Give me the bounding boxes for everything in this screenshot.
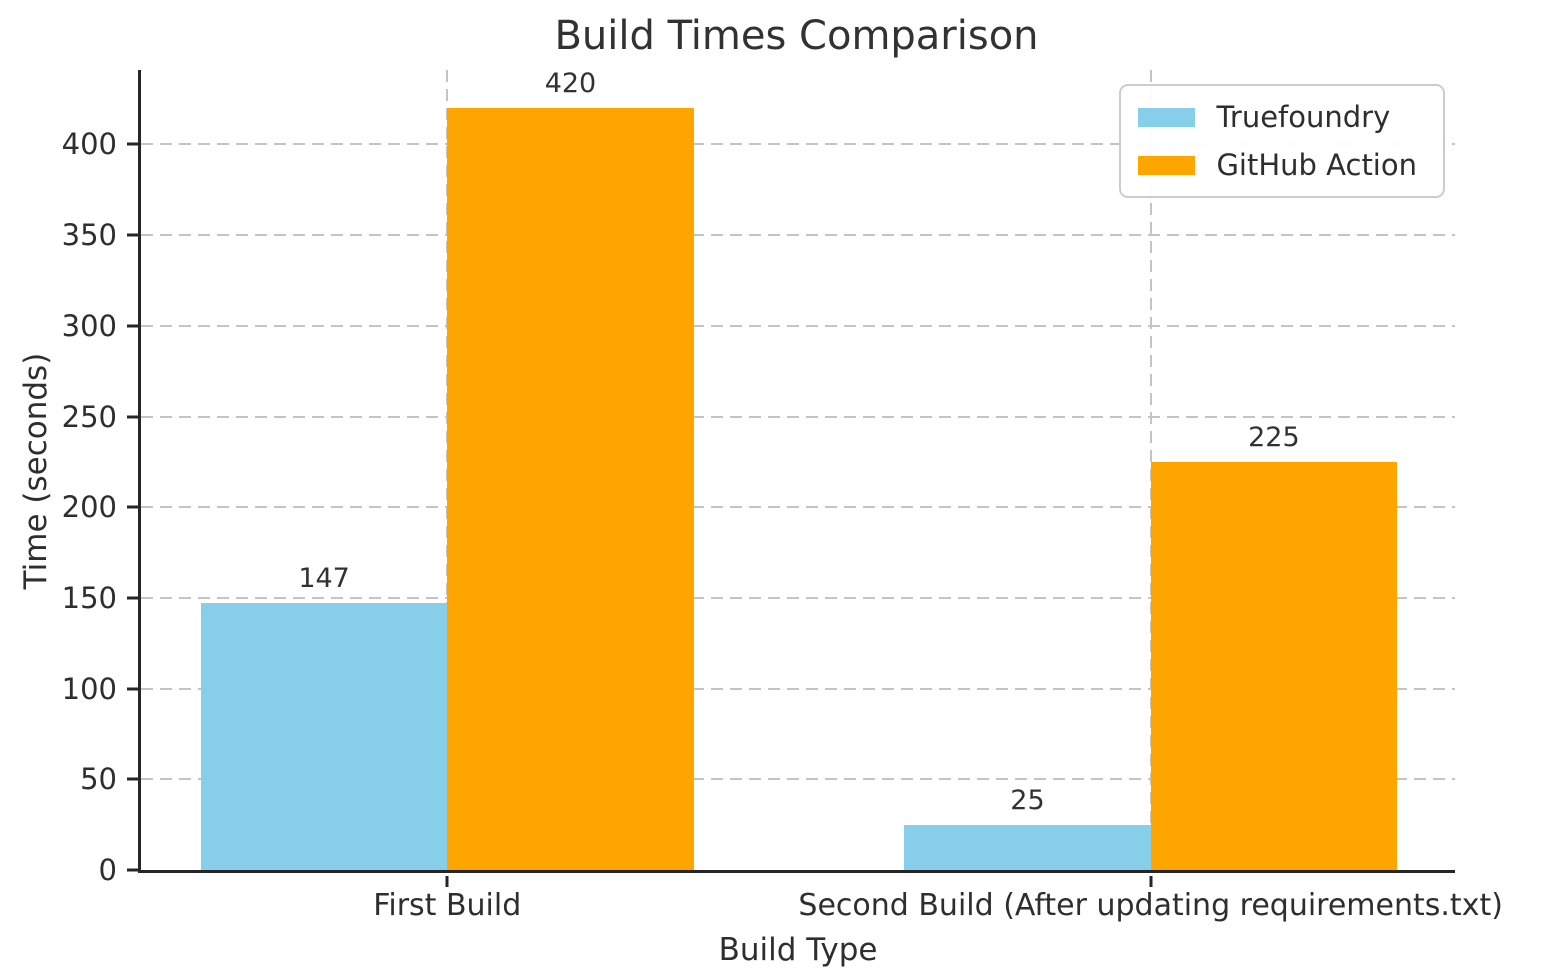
plot-area: 147 25 420 225 0 50 100 150 200 250 300 350 400 Fir…	[61, 68, 1503, 968]
bar-value-label-truefoundry-second-build-after-updating-requirements-txt: 25	[1010, 784, 1045, 816]
legend-label-truefoundry: Truefoundry	[1216, 100, 1391, 134]
horizontal-gridline	[141, 415, 1455, 418]
y-tick-mark	[127, 324, 138, 328]
horizontal-gridline	[141, 143, 1455, 146]
legend-item-truefoundry: Truefoundry	[1138, 100, 1417, 134]
x-tick-mark	[1149, 876, 1153, 887]
bar-value-label-truefoundry-first-build: 147	[298, 563, 350, 595]
y-tick-mark	[127, 868, 138, 872]
y-tick-mark	[127, 142, 138, 146]
chart-title: Build Times Comparison	[554, 13, 1039, 59]
horizontal-gridline	[141, 687, 1455, 690]
x-tick-mark	[445, 876, 449, 887]
y-tick-mark	[127, 415, 138, 418]
x-tick-label-first-build: First Build	[373, 888, 522, 923]
horizontal-gridline	[141, 324, 1455, 327]
legend-item-github-action: GitHub Action	[1138, 148, 1417, 182]
bar-truefoundry-second-build-after-updating-requirements-txt	[904, 824, 1151, 870]
legend-swatch-github-action	[1138, 155, 1196, 175]
legend-swatch-truefoundry	[1138, 107, 1196, 127]
y-tick-mark	[127, 233, 138, 237]
y-tick-mark	[127, 687, 138, 691]
horizontal-gridline	[141, 778, 1455, 781]
bar-github-action-first-build	[447, 108, 694, 870]
horizontal-gridline	[141, 596, 1455, 599]
bar-truefoundry-first-build	[200, 603, 448, 870]
horizontal-gridline	[141, 234, 1455, 237]
y-tick-mark	[127, 777, 138, 781]
legend-label-github-action: GitHub Action	[1216, 148, 1417, 182]
horizontal-gridline	[141, 506, 1455, 509]
x-axis-label: Build Type	[718, 932, 878, 968]
y-tick-mark	[127, 596, 138, 600]
y-tick-mark	[127, 505, 138, 509]
bar-github-action-second-build-after-updating-requirements-txt	[1150, 461, 1398, 870]
y-axis-label: Time (seconds)	[18, 352, 54, 590]
bar-value-label-github-action-second-build-after-updating-requirements-txt: 225	[1248, 421, 1300, 453]
legend: Truefoundry GitHub Action	[1119, 84, 1445, 198]
x-tick-label-second-build-after-updating-requirements-txt: Second Build (After updating requirement…	[798, 888, 1503, 923]
bar-value-label-github-action-first-build: 420	[544, 68, 597, 100]
